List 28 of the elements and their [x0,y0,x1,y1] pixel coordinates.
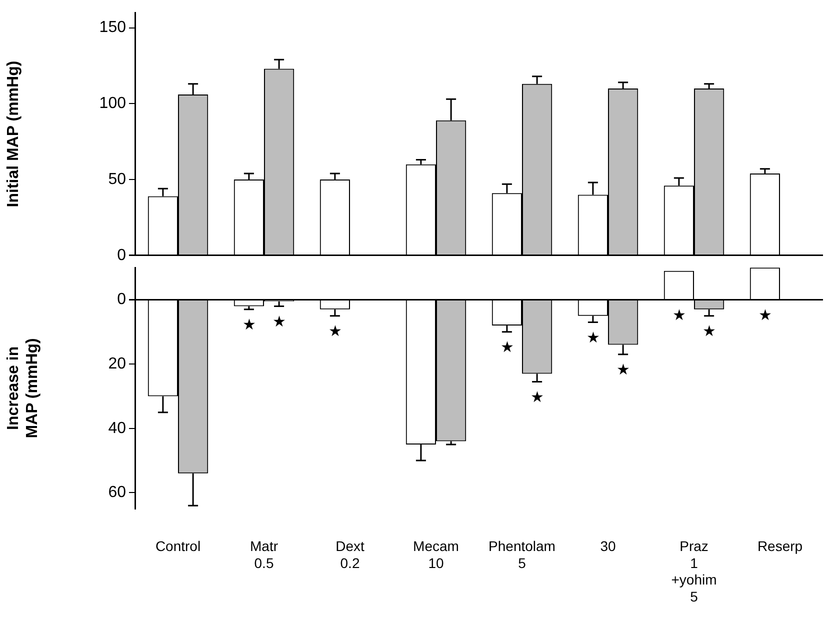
x-tick-label: Reserp [757,538,803,554]
data-label: ★ [702,322,716,340]
data-label: ★ [530,388,544,406]
x-tick-label: Matr 0.5 [250,538,278,571]
x-tick-label: Mecam 10 [413,538,459,571]
y-tick-label: 0 [117,291,126,308]
y-tick-label: 0 [117,246,126,264]
y-tick-label: 20 [108,355,126,372]
y-tick-label: 100 [99,95,126,112]
y-tick-label: 150 [99,19,126,36]
x-tick-label: 30 [600,538,616,554]
data-label: ★ [242,316,256,334]
x-tick-label: Dext 0.2 [336,538,364,571]
y-axis-title: Initial MAP (mmHg) [5,60,22,208]
x-tick-label: Phentolam 5 [488,538,556,571]
y-tick-label: 50 [108,170,126,188]
x-tick-label: Control [155,538,201,554]
y-tick-label: 40 [108,420,126,437]
data-label: ★ [500,339,514,356]
data-label: ★ [328,322,342,340]
data-label: ★ [616,362,630,379]
data-label: ★ [672,306,686,324]
y-tick-label: 60 [108,484,126,502]
x-tick-label: Praz 1 +yohim 5 [671,538,717,604]
data-label: ★ [586,329,600,346]
y-axis-title: Increase in MAP (mmHg) [5,338,42,438]
data-label: ★ [758,306,772,324]
data-label: ★ [272,313,286,330]
